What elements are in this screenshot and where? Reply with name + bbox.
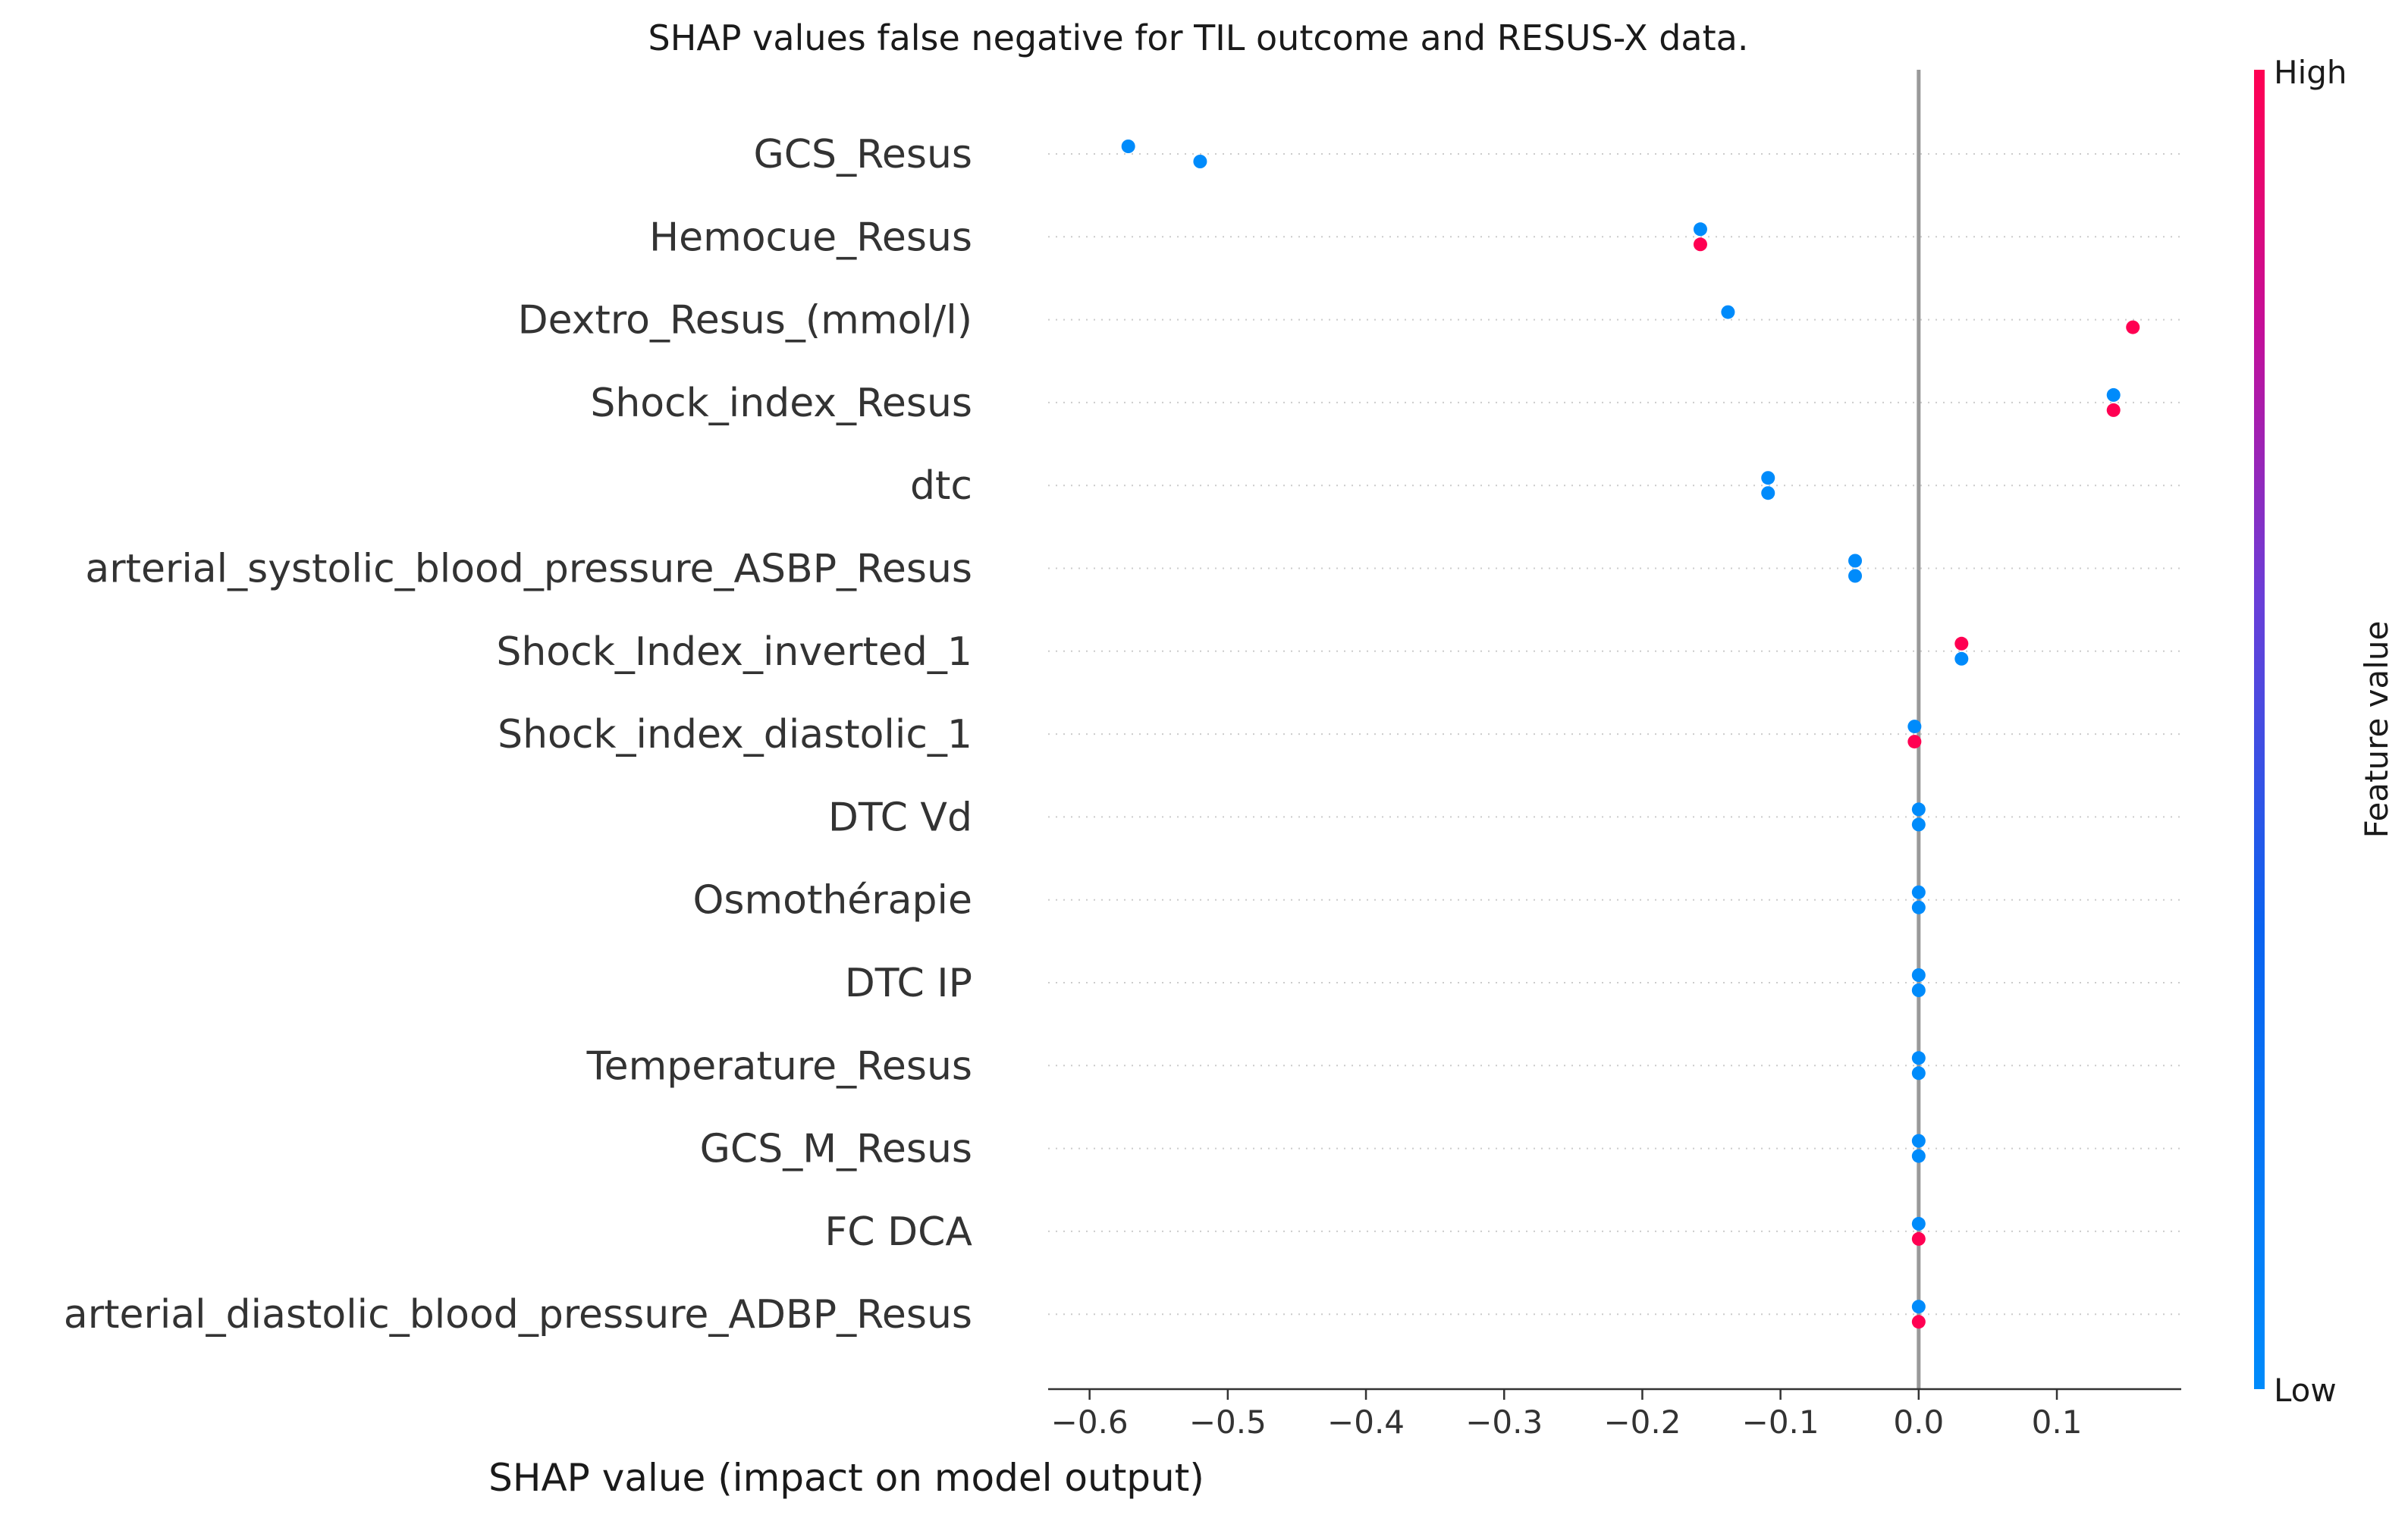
shap-point	[1911, 1051, 1926, 1065]
feature-label: Shock_index_Resus	[590, 381, 972, 426]
x-tick-label: −0.6	[1051, 1404, 1129, 1441]
shap-point	[1911, 885, 1926, 899]
shap-point	[1911, 983, 1926, 997]
shap-point	[1911, 900, 1926, 914]
x-tick-label: 0.1	[2032, 1404, 2083, 1441]
x-tick-label: −0.3	[1465, 1404, 1543, 1441]
shap-point	[1911, 1300, 1926, 1314]
feature-labels: GCS_Resus Hemocue_Resus Dextro_Resus_(mmol…	[64, 132, 973, 1338]
shap-point	[1121, 140, 1135, 153]
shap-point	[1761, 486, 1775, 500]
feature-label: GCS_Resus	[753, 132, 972, 177]
shap-point	[2126, 320, 2140, 334]
colorbar-low-label: Low	[2274, 1372, 2337, 1409]
feature-label: GCS_M_Resus	[700, 1127, 972, 1172]
feature-label: Shock_index_diastolic_1	[498, 712, 972, 758]
x-tick-label: −0.1	[1742, 1404, 1819, 1441]
feature-label: Osmothérapie	[692, 878, 972, 924]
data-points	[1121, 140, 2140, 1329]
feature-label: DTC IP	[845, 961, 972, 1006]
shap-point	[1911, 1149, 1926, 1163]
shap-point	[2106, 403, 2121, 417]
feature-label: DTC Vd	[828, 795, 972, 840]
shap-point	[1193, 155, 1207, 168]
shap-point	[1911, 1315, 1926, 1329]
shap-point	[1954, 636, 1969, 651]
shap-point	[1911, 1066, 1926, 1081]
colorbar-gradient	[2254, 70, 2265, 1389]
shap-point	[1693, 237, 1707, 252]
shap-point	[1911, 802, 1926, 817]
colorbar-high-label: High	[2274, 54, 2347, 91]
shap-point	[1693, 222, 1707, 237]
shap-point	[1911, 1231, 1926, 1246]
feature-label: Hemocue_Resus	[649, 215, 972, 260]
shap-point	[1911, 817, 1926, 832]
shap-point	[1911, 1216, 1926, 1231]
x-axis: −0.6 −0.5 −0.4 −0.3 −0.2 −0.1 0.0 0.1	[1048, 1388, 2181, 1441]
shap-point	[1907, 735, 1922, 749]
chart-title: SHAP values false negative for TIL outco…	[648, 17, 1749, 58]
x-tick-label: −0.4	[1327, 1404, 1405, 1441]
feature-label: arterial_systolic_blood_pressure_ASBP_Re…	[85, 547, 972, 592]
shap-point	[1848, 569, 1863, 583]
x-axis-label: SHAP value (impact on model output)	[488, 1456, 1204, 1500]
shap-point	[1848, 554, 1863, 568]
shap-point	[1911, 968, 1926, 982]
colorbar: High Low Feature value	[2254, 54, 2395, 1409]
feature-label: FC DCA	[824, 1209, 972, 1255]
shap-point	[1761, 471, 1775, 485]
row-grid	[1048, 153, 2181, 1316]
shap-point	[2106, 387, 2121, 402]
feature-label: Temperature_Resus	[586, 1043, 972, 1089]
shap-point	[1721, 305, 1735, 319]
feature-label: Dextro_Resus_(mmol/l)	[518, 298, 972, 343]
feature-label: arterial_diastolic_blood_pressure_ADBP_R…	[64, 1292, 972, 1338]
shap-point	[1911, 1134, 1926, 1148]
x-tick-label: 0.0	[1893, 1404, 1944, 1441]
colorbar-title: Feature value	[2358, 621, 2395, 839]
x-tick-label: −0.5	[1189, 1404, 1267, 1441]
feature-label: dtc	[910, 463, 972, 509]
x-tick-label: −0.2	[1603, 1404, 1681, 1441]
shap-point	[1954, 651, 1969, 666]
feature-label: Shock_Index_inverted_1	[496, 629, 972, 675]
shap-point	[1907, 720, 1922, 734]
